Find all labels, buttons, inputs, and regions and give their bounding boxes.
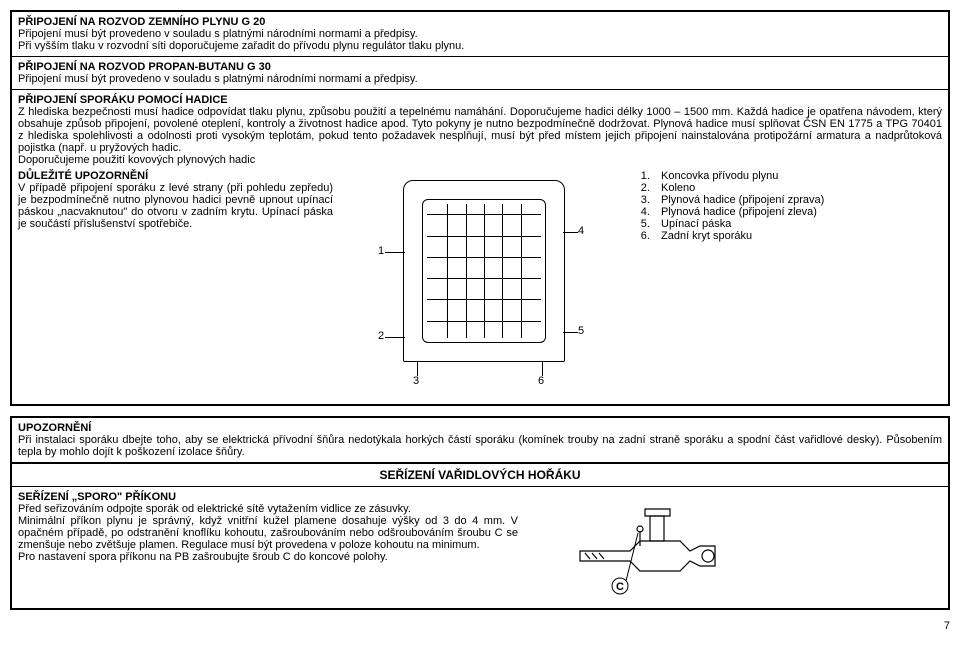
warn-title: DŮLEŽITÉ UPOZORNĚNÍ xyxy=(18,170,333,182)
g20-text1: Připojení musí být provedeno v souladu s… xyxy=(18,28,942,40)
legend-item-4: Plynová hadice (připojení zleva) xyxy=(653,206,942,218)
adj-body: Minimální příkon plynu je správný, když … xyxy=(18,515,518,551)
section-g20: PŘIPOJENÍ NA ROZVOD ZEMNÍHO PLYNU G 20 P… xyxy=(12,12,948,57)
legend-col: Koncovka přívodu plynu Koleno Plynová ha… xyxy=(633,170,942,400)
section-hose: PŘIPOJENÍ SPORÁKU POMOCÍ HADICE Z hledis… xyxy=(12,90,948,404)
warn-body: V případě připojení sporáku z levé stran… xyxy=(18,182,333,230)
inner-panel xyxy=(422,199,546,343)
callout-4: 4 xyxy=(578,225,584,237)
warn2-title: UPOZORNĚNÍ xyxy=(18,422,942,434)
diagram-col: 1 2 3 4 5 6 xyxy=(343,170,623,400)
warn2-text: Při instalaci sporáku dbejte toho, aby s… xyxy=(18,434,942,458)
legend-item-2: Koleno xyxy=(653,182,942,194)
legend-item-6: Zadní kryt sporáku xyxy=(653,230,942,242)
adj-line2: Pro nastavení spora příkonu na PB zašrou… xyxy=(18,551,518,563)
g30-text: Připojení musí být provedeno v souladu s… xyxy=(18,73,942,85)
legend-item-1: Koncovka přívodu plynu xyxy=(653,170,942,182)
section-g30: PŘIPOJENÍ NA ROZVOD PROPAN-BUTANU G 30 P… xyxy=(12,57,948,90)
adj-line1: Před seřizováním odpojte sporák od elekt… xyxy=(18,503,518,515)
adjustment-box: UPOZORNĚNÍ Při instalaci sporáku dbejte … xyxy=(10,416,950,610)
valve-label-c: C xyxy=(616,581,624,593)
callout-6: 6 xyxy=(538,375,544,387)
callout-1: 1 xyxy=(378,245,384,257)
appliance-body xyxy=(403,180,565,362)
legend-list: Koncovka přívodu plynu Koleno Plynová ha… xyxy=(633,170,942,242)
warning-col: DŮLEŽITÉ UPOZORNĚNÍ V případě připojení … xyxy=(18,170,333,400)
adj-title: SEŘÍZENÍ „SPORO" PŘÍKONU xyxy=(18,491,518,503)
callout-3: 3 xyxy=(413,375,419,387)
legend-item-5: Upínací páska xyxy=(653,218,942,230)
adjustment-row: SEŘÍZENÍ „SPORO" PŘÍKONU Před seřizování… xyxy=(12,487,948,608)
g20-title: PŘIPOJENÍ NA ROZVOD ZEMNÍHO PLYNU G 20 xyxy=(18,16,942,28)
legend-item-3: Plynová hadice (připojení zprava) xyxy=(653,194,942,206)
g20-text2: Při vyšším tlaku v rozvodní síti doporuč… xyxy=(18,40,942,52)
appliance-diagram: 1 2 3 4 5 6 xyxy=(343,170,623,400)
connection-box: PŘIPOJENÍ NA ROZVOD ZEMNÍHO PLYNU G 20 P… xyxy=(10,10,950,406)
valve-diagram-col: C xyxy=(534,487,948,608)
page-number: 7 xyxy=(10,620,950,632)
callout-5: 5 xyxy=(578,325,584,337)
center-title: SEŘÍZENÍ VAŘIDLOVÝCH HOŘÁKU xyxy=(12,463,948,487)
g30-title: PŘIPOJENÍ NA ROZVOD PROPAN-BUTANU G 30 xyxy=(18,61,942,73)
valve-diagram: C xyxy=(540,491,740,601)
hose-body2: Doporučujeme použití kovových plynových … xyxy=(18,154,942,166)
adjustment-text: SEŘÍZENÍ „SPORO" PŘÍKONU Před seřizování… xyxy=(12,487,524,608)
callout-2: 2 xyxy=(378,330,384,342)
hose-body: Z hlediska bezpečnosti musí hadice odpov… xyxy=(18,106,942,154)
hose-title: PŘIPOJENÍ SPORÁKU POMOCÍ HADICE xyxy=(18,94,942,106)
warning-section: UPOZORNĚNÍ Při instalaci sporáku dbejte … xyxy=(12,418,948,463)
